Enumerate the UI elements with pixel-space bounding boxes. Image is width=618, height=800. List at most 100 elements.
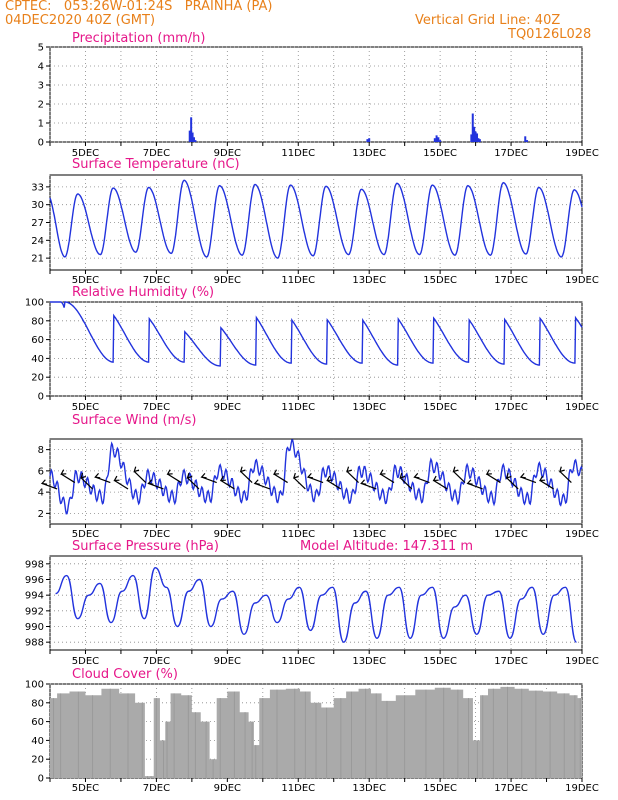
wind-arrow-head	[166, 469, 173, 475]
wind-arrow-shaft	[273, 473, 288, 484]
x-tick-label: 19DEC	[565, 148, 599, 159]
x-tick-label: 15DEC	[423, 275, 457, 286]
wind-arrow-shaft	[453, 471, 466, 483]
pressure-line	[55, 567, 578, 643]
y-tick-label: 0	[38, 774, 44, 785]
x-tick-label: 19DEC	[565, 402, 599, 413]
panel-title: Surface Pressure (hPa)	[72, 539, 219, 554]
wind-arrow-head	[292, 472, 299, 479]
precip-bar	[478, 139, 481, 142]
precip-bar	[188, 130, 191, 142]
x-tick-label: 17DEC	[494, 275, 528, 286]
header-model-code: TQ0126L028	[508, 27, 592, 42]
wind-arrow-head	[272, 469, 280, 475]
x-tick-label: 13DEC	[352, 148, 386, 159]
wind-arrow-head	[40, 479, 48, 485]
x-tick-label: 17DEC	[494, 402, 528, 413]
y-tick-label: 0	[38, 392, 44, 403]
x-tick-label: 7DEC	[143, 529, 170, 540]
y-tick-label: 994	[25, 591, 44, 602]
y-tick-label: 0	[38, 138, 44, 149]
wind-arrow-head	[519, 472, 526, 479]
x-tick-label: 15DEC	[423, 783, 457, 794]
precip-bar	[476, 133, 479, 142]
x-tick-label: 19DEC	[565, 656, 599, 667]
x-tick-label: 19DEC	[565, 275, 599, 286]
x-tick-label: 7DEC	[143, 402, 170, 413]
x-tick-label: 11DEC	[281, 656, 315, 667]
wind-arrow-shaft	[559, 471, 572, 483]
y-tick-label: 80	[31, 316, 44, 327]
precip-bar	[437, 137, 440, 142]
precip-bar	[366, 139, 369, 142]
wind-arrow-head	[113, 475, 120, 482]
wind-arrow-head	[239, 466, 246, 473]
x-tick-label: 15DEC	[423, 529, 457, 540]
x-tick-label: 11DEC	[281, 275, 315, 286]
wind-arrow-head	[306, 472, 314, 479]
y-tick-label: 80	[31, 698, 44, 709]
wind-arrow-shaft	[80, 477, 93, 490]
x-tick-label: 19DEC	[565, 529, 599, 540]
x-tick-label: 9DEC	[214, 783, 241, 794]
panel-title: Precipitation (mm/h)	[72, 31, 205, 46]
precip-bar	[368, 138, 371, 142]
wind-arrow-head	[485, 469, 492, 475]
y-tick-label: 990	[25, 622, 44, 633]
x-tick-label: 5DEC	[72, 275, 99, 286]
x-tick-label: 13DEC	[352, 402, 386, 413]
wind-arrow-shaft	[486, 473, 501, 484]
wind-arrow-head	[147, 479, 154, 485]
wind-arrow-head	[60, 469, 67, 475]
x-tick-label: 5DEC	[72, 656, 99, 667]
y-tick-label: 27	[31, 218, 44, 229]
precip-bar	[471, 113, 474, 142]
y-tick-label: 1	[38, 119, 44, 130]
wind-arrow-head	[326, 475, 333, 482]
x-tick-label: 11DEC	[281, 402, 315, 413]
x-tick-label: 5DEC	[72, 529, 99, 540]
x-tick-label: 11DEC	[281, 148, 315, 159]
wind-arrow-shaft	[60, 473, 76, 484]
wind-arrow-head	[133, 466, 140, 473]
precip-bar	[439, 140, 442, 142]
series-line	[50, 301, 583, 367]
wind-arrow-head	[413, 472, 420, 479]
panel-frame	[49, 555, 583, 651]
precip-bar	[474, 131, 477, 142]
y-tick-label: 100	[25, 298, 44, 309]
wind-arrow-head	[186, 472, 193, 479]
panel-title: Surface Wind (m/s)	[72, 413, 196, 428]
x-tick-label: 9DEC	[214, 148, 241, 159]
y-tick-label: 998	[25, 559, 44, 570]
y-tick-label: 8	[38, 445, 44, 456]
panel-frame	[49, 438, 583, 525]
wind-arrow-head	[219, 475, 226, 482]
x-tick-label: 7DEC	[143, 275, 170, 286]
precip-bar	[190, 117, 193, 142]
x-tick-label: 5DEC	[72, 148, 99, 159]
panel-title: Surface Temperature (nC)	[72, 157, 240, 172]
wind-arrow-head	[432, 475, 439, 482]
y-tick-label: 20	[31, 755, 44, 766]
header-init-time: 04DEC2020 40Z (GMT)	[5, 13, 156, 28]
x-tick-label: 5DEC	[72, 783, 99, 794]
wind-arrow-shaft	[380, 473, 395, 484]
wind-arrow-shaft	[114, 479, 129, 490]
wind-arrow-shaft	[293, 477, 306, 490]
wind-arrow-head	[80, 472, 87, 479]
x-tick-label: 15DEC	[423, 148, 457, 159]
x-tick-label: 17DEC	[494, 529, 528, 540]
x-tick-label: 13DEC	[352, 275, 386, 286]
precip-bar	[477, 138, 480, 142]
y-tick-label: 3	[38, 81, 44, 92]
wind-arrow-head	[538, 475, 546, 482]
wind-arrow-shaft	[399, 477, 413, 490]
panel-title: Relative Humidity (%)	[72, 285, 214, 300]
x-tick-label: 11DEC	[281, 783, 315, 794]
x-tick-label: 15DEC	[423, 402, 457, 413]
series-line	[49, 179, 583, 259]
y-tick-label: 4	[38, 488, 44, 499]
panel-frame	[49, 301, 583, 397]
